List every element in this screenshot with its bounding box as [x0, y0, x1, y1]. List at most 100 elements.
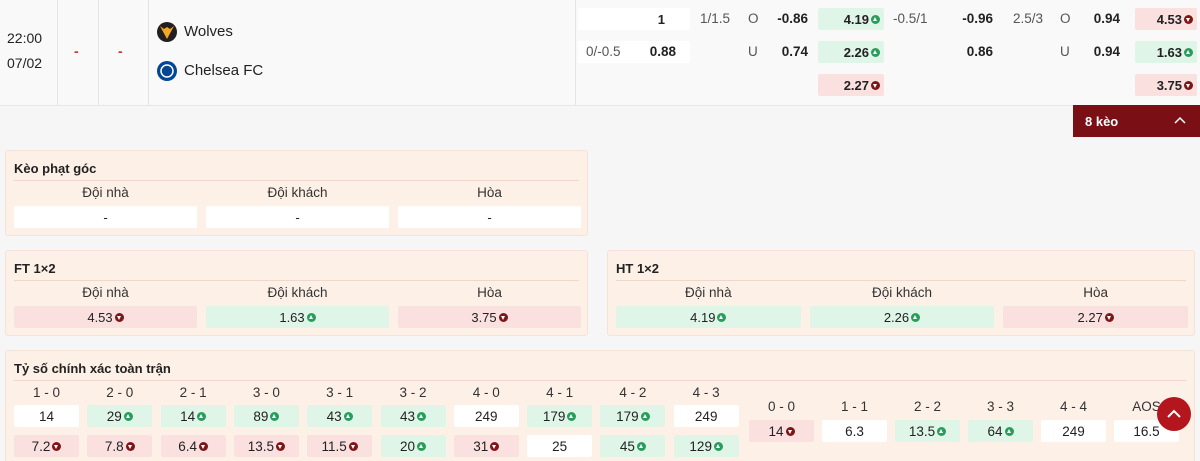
home-team: Wolves	[184, 23, 233, 40]
odds-value: -	[295, 209, 300, 225]
odds-cell: 249	[453, 405, 519, 427]
score-label: 1 - 0	[32, 385, 60, 400]
column-header: Đội khách	[267, 185, 328, 200]
odds-cell: -0.96	[943, 11, 993, 26]
odds-value: 2.26	[883, 309, 910, 325]
odds-value: 11.5	[321, 438, 347, 454]
odds-cell: O	[1060, 11, 1074, 26]
odds-value: 3.75	[1156, 77, 1182, 93]
trend-icon-down	[490, 441, 500, 451]
odds-cell: 6.4	[160, 435, 226, 457]
odds-cell: 2.26	[809, 306, 995, 328]
odds-cell: 43	[307, 405, 373, 427]
trend-icon-up	[871, 14, 880, 24]
odds-value: 249	[475, 408, 498, 424]
score-label: 4 - 3	[692, 385, 720, 400]
trend-icon-up	[306, 312, 316, 322]
odds-cell: 4.53	[14, 306, 197, 328]
odds-value: 25	[552, 438, 568, 454]
trend-icon-up	[640, 411, 650, 421]
button-label: 8 kèo	[1085, 113, 1119, 129]
odds-value: -0.86	[777, 11, 808, 26]
odds-cell: U	[1060, 44, 1074, 59]
odds-cell: 0.88	[626, 44, 676, 59]
column-header: Hòa	[1083, 285, 1109, 300]
odds-value: -0.96	[962, 11, 993, 26]
odds-value: 4.19	[843, 11, 869, 27]
more-odds-button[interactable]: 8 kèo	[1073, 105, 1200, 137]
odds-value: 1	[657, 11, 665, 27]
home-logo	[157, 22, 177, 42]
odds-cell: 249	[1041, 420, 1106, 442]
odds-value: 4.53	[87, 309, 113, 325]
odds-cell: 64	[968, 420, 1033, 442]
odds-value: 31	[473, 438, 489, 454]
odds-value: 14	[38, 408, 55, 424]
trend-icon-up	[911, 312, 921, 322]
trend-icon-up	[717, 312, 727, 322]
section-title: FT 1×2	[14, 261, 56, 276]
odds-cell: 29	[87, 405, 153, 427]
trend-icon-down	[114, 312, 124, 322]
odds-value: 4.53	[1156, 11, 1182, 27]
trend-icon-up	[1004, 426, 1014, 436]
odds-cell: 249	[673, 405, 739, 427]
column-header: Đội khách	[267, 285, 328, 300]
odds-value: 3.75	[471, 309, 497, 325]
odds-value: 1.63	[279, 309, 305, 325]
odds-cell: -0.5/1	[893, 11, 945, 26]
odds-value: 0/-0.5	[586, 44, 621, 59]
column-header: Đội khách	[871, 285, 932, 300]
odds-cell: 14	[749, 420, 814, 442]
odds-cell: 3.75	[398, 306, 581, 328]
market-section: FT 1×2 Đội nhà 4.53 Đội khách 1.63 Hòa 3.75	[5, 250, 588, 336]
separator	[14, 180, 579, 181]
odds-value: -	[103, 209, 108, 225]
odds-cell: 1/1.5	[700, 11, 744, 26]
trend-icon-up	[1184, 47, 1193, 57]
odds-cell: 11.5	[307, 435, 373, 457]
odds-cell: 45	[600, 435, 666, 457]
odds-cell: O	[748, 11, 762, 26]
trend-icon-down	[125, 441, 135, 451]
odds-cell: 31	[453, 435, 519, 457]
odds-cell: 179	[527, 405, 593, 427]
odds-value: 43	[326, 408, 342, 424]
odds-value: 29	[106, 408, 122, 424]
odds-value: 0.74	[781, 44, 808, 59]
column-header: Đội nhà	[82, 285, 129, 300]
odds-cell: 7.2	[14, 435, 79, 457]
section-title: Tỷ số chính xác toàn trận	[14, 361, 171, 376]
trend-icon-down	[276, 441, 286, 451]
section-title: Kèo phạt góc	[14, 161, 97, 176]
column-header: Hòa	[477, 185, 502, 200]
trend-icon-up	[937, 426, 947, 436]
column-header: Đội nhà	[82, 185, 129, 200]
score-label: 4 - 2	[619, 385, 647, 400]
odds-cell: -	[206, 206, 389, 228]
divider	[57, 0, 58, 105]
odds-cell: 4.53	[1135, 8, 1197, 30]
score-label: 4 - 1	[546, 385, 574, 400]
odds-value: 4.19	[690, 309, 716, 325]
odds-cell: 2.27	[1003, 306, 1188, 328]
divider	[575, 0, 576, 105]
score-home: -	[74, 43, 79, 59]
scroll-top-button[interactable]	[1156, 396, 1192, 432]
trend-icon-down	[52, 441, 62, 451]
trend-icon-down	[871, 80, 880, 90]
odds-cell: 0.86	[943, 44, 993, 59]
score-label: 3 - 3	[986, 399, 1014, 414]
trend-icon-up	[417, 411, 427, 421]
odds-cell: 7.8	[87, 435, 153, 457]
score-label: 3 - 0	[252, 385, 280, 400]
trend-icon-up	[270, 411, 280, 421]
trend-icon-down	[785, 426, 795, 436]
away-logo	[157, 61, 177, 81]
market-section: Kèo phạt góc Đội nhà - Đội khách - Hòa -	[5, 150, 588, 236]
trend-icon-up	[567, 411, 577, 421]
odds-value: U	[748, 44, 758, 59]
trend-icon-down	[1104, 312, 1114, 322]
odds-cell: 0.74	[760, 44, 808, 59]
odds-value: 16.5	[1133, 423, 1160, 439]
